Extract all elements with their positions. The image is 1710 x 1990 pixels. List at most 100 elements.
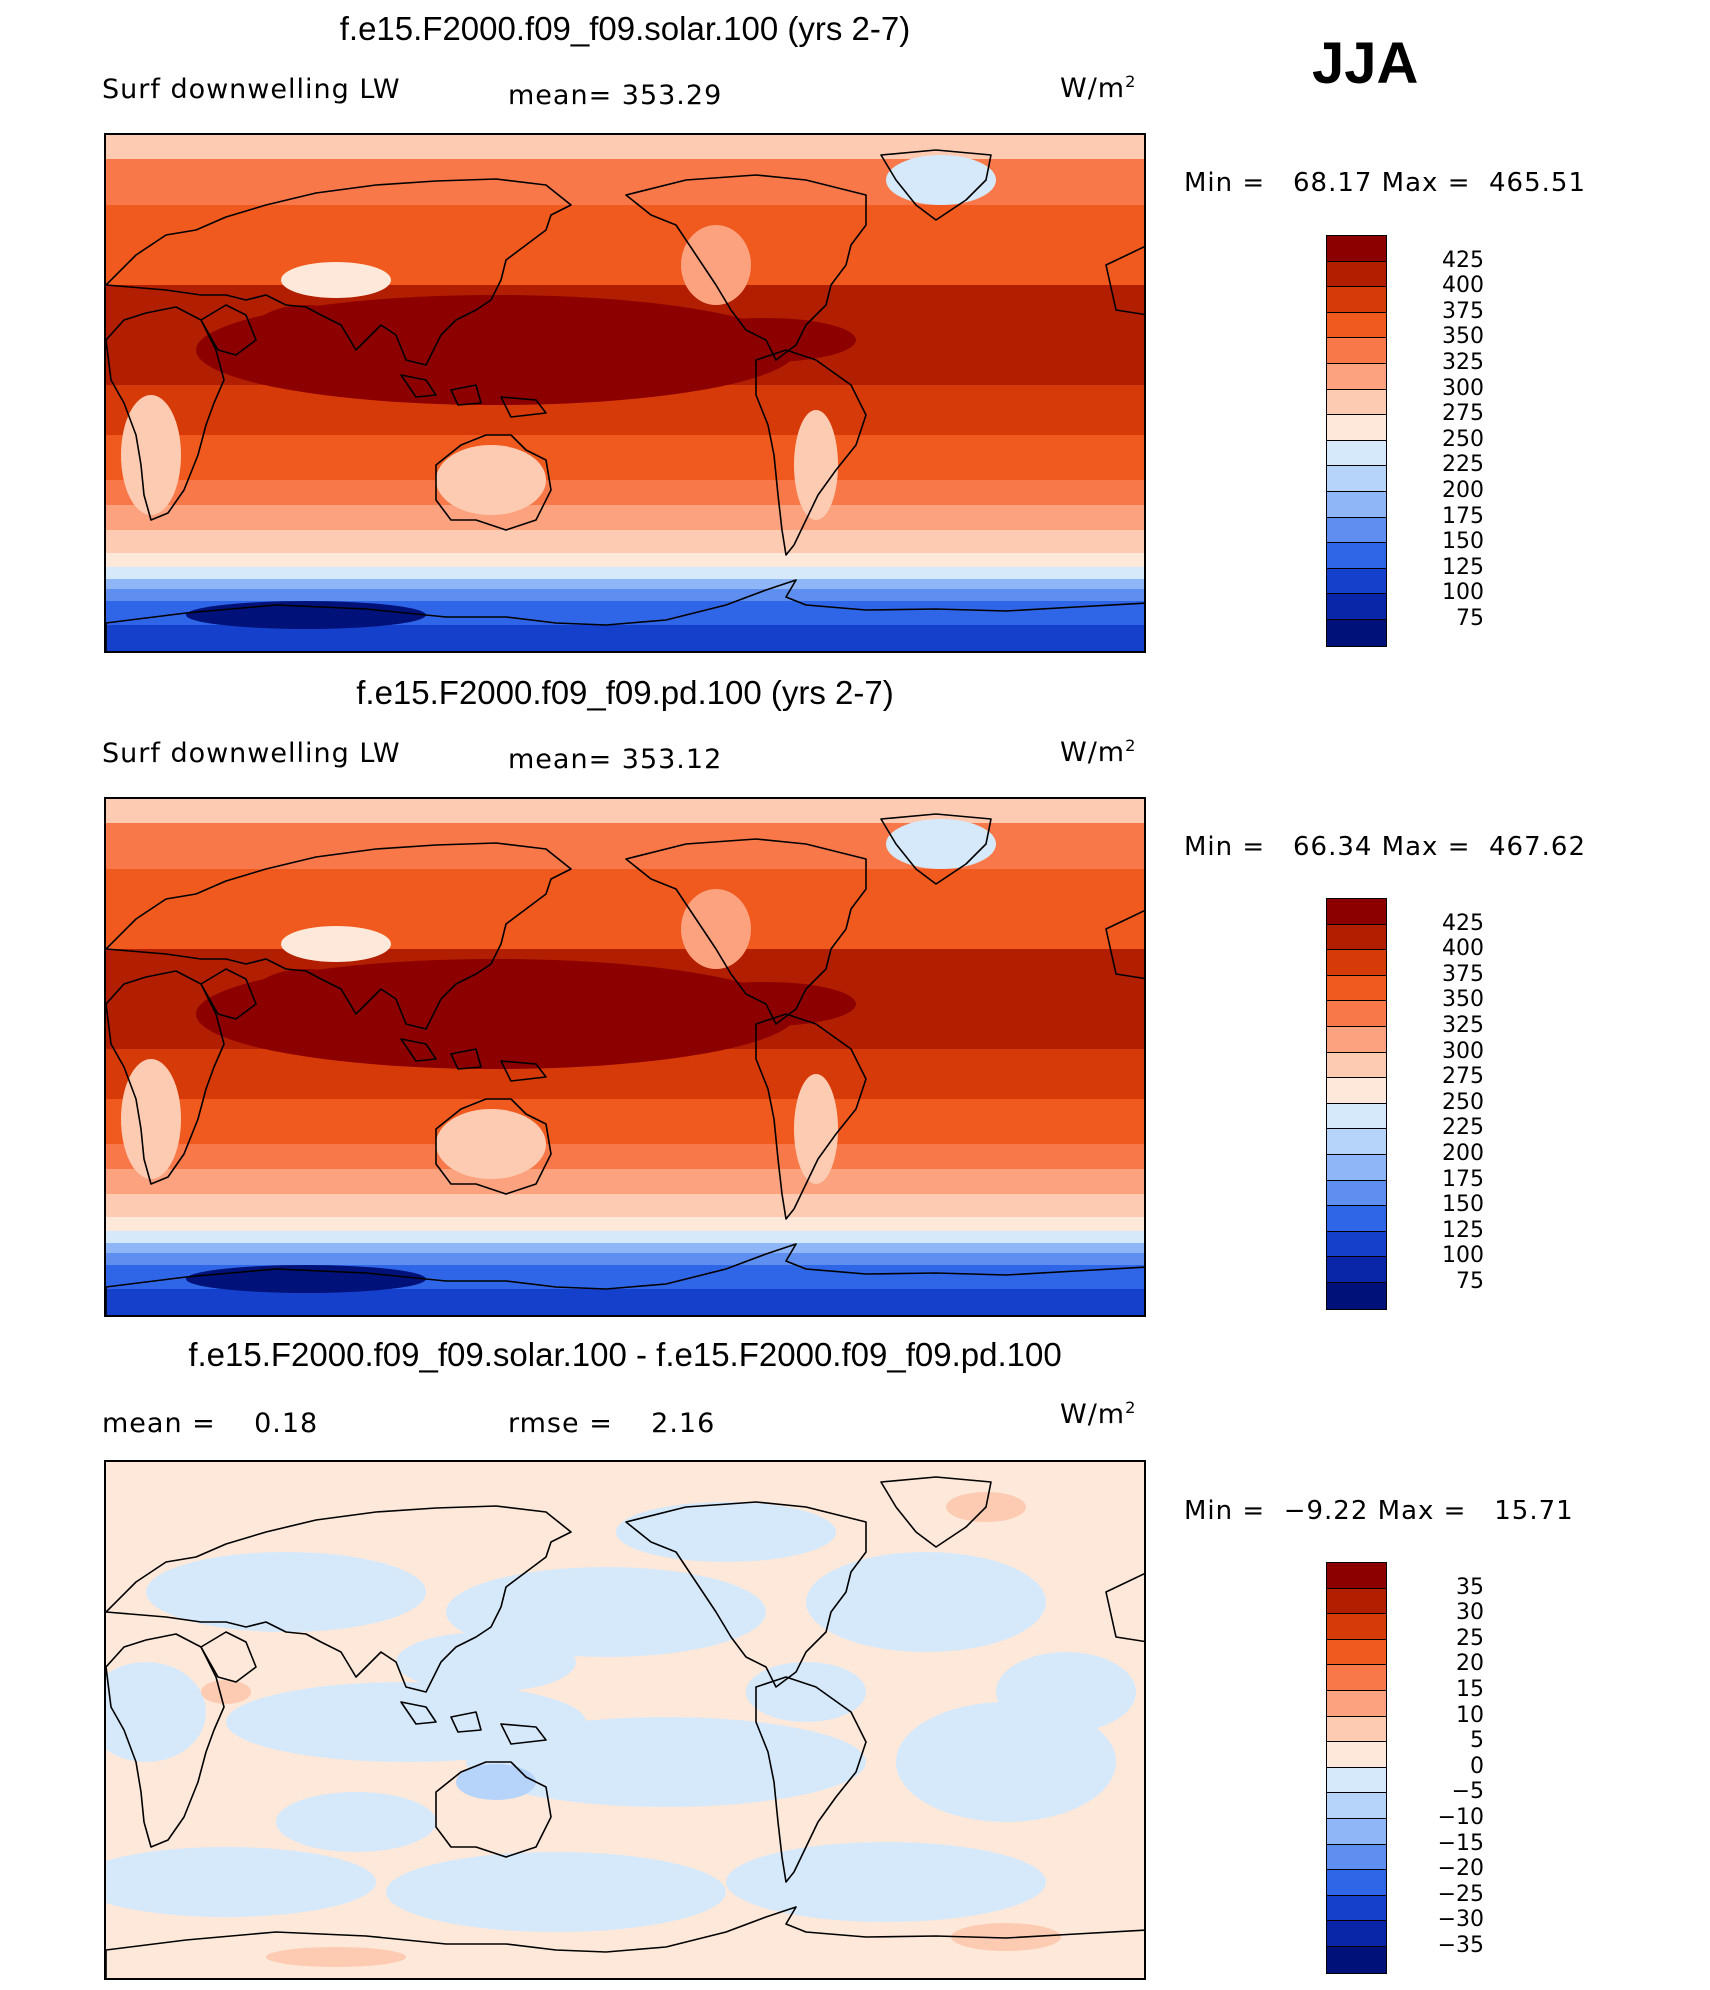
colorbar-tick-label: 125 [1442, 554, 1484, 580]
colorbar-swatch [1327, 389, 1386, 416]
coastline [200, 1631, 257, 1683]
contour-band [246, 969, 366, 1039]
contour-band [281, 262, 391, 298]
coastlines [106, 149, 1144, 651]
contour-band [996, 1652, 1136, 1732]
contour-band [106, 1289, 1144, 1315]
colorbar-swatch [1327, 1129, 1386, 1155]
contour-band [106, 1194, 1144, 1217]
contour-band [396, 1632, 576, 1692]
colorbar-swatch [1327, 363, 1386, 390]
colorbar-tick-label: 275 [1442, 401, 1484, 427]
contour-band [794, 410, 838, 520]
contour-band [681, 225, 751, 305]
panel-3-rmse-label: rmse = 2.16 [508, 1408, 716, 1439]
coastline [450, 1048, 482, 1070]
colorbar-tick-label: 15 [1456, 1677, 1484, 1702]
contour-band [726, 1842, 1046, 1922]
coastline [106, 1633, 225, 1848]
panel-2-units: W/m2 [1060, 736, 1137, 768]
colorbar-tick-label: 20 [1456, 1651, 1484, 1677]
colorbar-tick-label: −10 [1437, 1805, 1484, 1830]
colorbar-tick-label: 375 [1442, 961, 1484, 987]
colorbar-tick-label: −15 [1437, 1830, 1484, 1856]
coastline [435, 434, 552, 531]
contour-band [106, 1253, 1144, 1265]
coastline [755, 1013, 867, 1220]
contour-band [106, 1217, 1144, 1231]
season-label: JJA [1312, 31, 1419, 96]
colorbar-swatch [1327, 517, 1386, 544]
colorbar-swatch [1327, 594, 1386, 620]
colorbar-tick-label: 100 [1442, 1243, 1484, 1269]
colorbar-swatch [1327, 950, 1386, 976]
coastline [880, 149, 992, 221]
coastline [625, 838, 867, 1025]
colorbar-swatch [1327, 1052, 1386, 1079]
colorbar-swatch [1327, 1614, 1386, 1640]
panel-3-map-field [106, 1462, 1144, 1978]
colorbar-swatch [1327, 1742, 1386, 1768]
colorbar-tick-label: 350 [1442, 324, 1484, 350]
field-warm-pools [196, 295, 856, 405]
contour-band [896, 1702, 1116, 1822]
colorbar-swatch [1327, 1793, 1386, 1819]
contour-band [121, 1059, 181, 1179]
colorbar-swatch [1327, 1257, 1386, 1283]
panel-1-title: f.e15.F2000.f09_f09.solar.100 (yrs 2-7) [339, 10, 911, 47]
colorbar-swatch [1327, 899, 1386, 925]
colorbar-tick-label: 400 [1442, 273, 1484, 299]
panel-2-minmax: Min = 66.34 Max = 467.62 [1184, 832, 1586, 862]
colorbar-tick-label: 75 [1456, 1269, 1484, 1294]
colorbar-tick-label: −25 [1437, 1881, 1484, 1907]
coastline [450, 384, 482, 406]
colorbar-tick-label: 5 [1470, 1728, 1484, 1754]
colorbar-swatch [1327, 1844, 1386, 1871]
colorbar-tick-label: 0 [1470, 1753, 1484, 1779]
panel-3-title: f.e15.F2000.f09_f09.solar.100 - f.e15.F2… [188, 1336, 1062, 1373]
coastline [880, 813, 992, 885]
coastline [755, 1676, 867, 1883]
contour-band [456, 1764, 536, 1800]
colorbar-tick-label: 200 [1442, 1141, 1484, 1166]
coastline [625, 174, 867, 361]
contour-band [281, 926, 391, 962]
colorbar-swatch [1327, 1946, 1386, 1973]
colorbar-swatch [1327, 1103, 1386, 1130]
contour-band [121, 395, 181, 515]
panel-1-minmax: Min = 68.17 Max = 465.51 [1184, 168, 1586, 198]
colorbar-tick-label: −30 [1437, 1907, 1484, 1933]
colorbar-swatch [1327, 1665, 1386, 1691]
colorbar-tick-label: 25 [1456, 1625, 1484, 1651]
coastline [500, 396, 547, 418]
contour-band [246, 305, 366, 375]
colorbar-tick-label: 10 [1456, 1702, 1484, 1728]
colorbar-tick-label: 325 [1442, 350, 1484, 375]
coastline [1105, 246, 1144, 316]
coastlines [106, 1476, 1144, 1978]
panel-2-map [104, 797, 1146, 1317]
colorbar-tick-label: 250 [1442, 1089, 1484, 1115]
colorbar-swatch [1327, 1818, 1386, 1845]
field-land [121, 819, 996, 1293]
contour-band [106, 909, 1144, 949]
colorbar-swatch [1327, 1921, 1386, 1947]
panel-2-title: f.e15.F2000.f09_f09.pd.100 (yrs 2-7) [356, 674, 894, 711]
contour-band [186, 1265, 426, 1293]
colorbar-tick-label: 35 [1456, 1574, 1484, 1600]
panel-3-mean-label: mean = 0.18 [102, 1408, 319, 1439]
colorbar-tick-label: 400 [1442, 936, 1484, 962]
panel-2-map-field [106, 799, 1144, 1315]
coastline [755, 349, 867, 556]
contour-band [436, 445, 546, 515]
colorbar-tick-label: −5 [1451, 1779, 1484, 1805]
coastline [500, 1723, 547, 1745]
colorbar-tick-label: 175 [1442, 1166, 1484, 1192]
colorbar-tick-label: 150 [1442, 1192, 1484, 1218]
panel-3-colorbar [1326, 1562, 1387, 1974]
colorbar-tick-label: 425 [1442, 247, 1484, 273]
colorbar-tick-label: 75 [1456, 606, 1484, 631]
contour-band [106, 205, 1144, 245]
coastline [106, 1505, 572, 1693]
panel-3-map [104, 1460, 1146, 1980]
